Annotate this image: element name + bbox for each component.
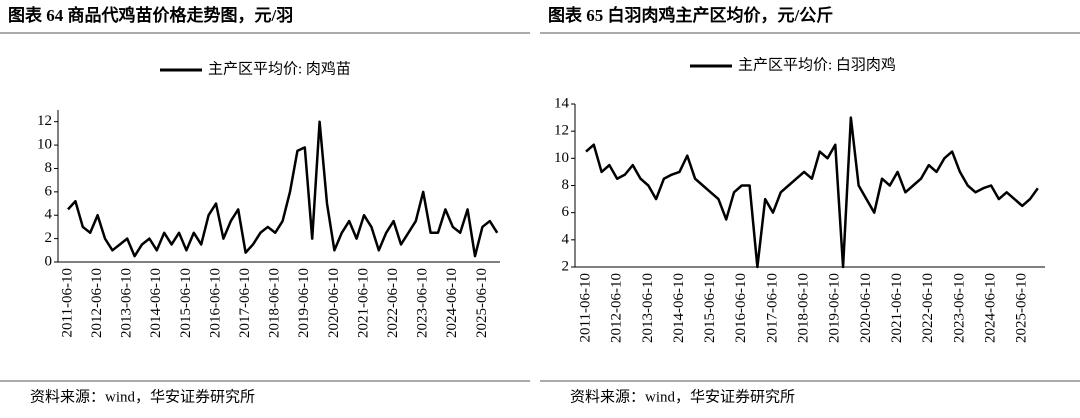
- x-tick-label: 2013-06-10: [640, 273, 656, 343]
- x-tick-label: 2014-06-10: [671, 273, 687, 343]
- x-tick-label: 2022-06-10: [920, 273, 936, 343]
- x-tick-label: 2016-06-10: [733, 273, 749, 343]
- y-tick-label: 10: [37, 137, 52, 153]
- x-tick-label: 2014-06-10: [148, 268, 164, 338]
- x-tick-label: 2024-06-10: [983, 273, 999, 343]
- y-tick-label: 6: [562, 204, 570, 220]
- x-tick-label: 2012-06-10: [89, 268, 105, 338]
- x-tick-label: 2019-06-10: [296, 268, 312, 338]
- x-tick-label: 2011-06-10: [59, 268, 75, 337]
- chart-title: 图表 64 商品代鸡苗价格走势图，元/羽: [8, 5, 293, 25]
- x-tick-label: 2025-06-10: [1014, 273, 1030, 343]
- y-tick-label: 10: [554, 150, 569, 166]
- y-tick-label: 8: [562, 177, 570, 193]
- chart-title: 图表 65 白羽肉鸡主产区均价，元/公斤: [548, 5, 833, 25]
- x-tick-label: 2016-06-10: [207, 268, 223, 338]
- x-tick-label: 2019-06-10: [827, 273, 843, 343]
- y-tick-label: 2: [45, 230, 53, 246]
- line-series: [585, 116, 1039, 269]
- y-tick-label: 2: [562, 258, 570, 274]
- x-tick-label: 2023-06-10: [415, 268, 431, 338]
- x-tick-label: 2017-06-10: [237, 268, 253, 338]
- y-tick-label: 12: [554, 123, 569, 139]
- x-tick-label: 2025-06-10: [474, 268, 490, 338]
- x-tick-label: 2020-06-10: [858, 273, 874, 343]
- x-tick-label: 2015-06-10: [702, 273, 718, 343]
- x-tick-label: 2021-06-10: [355, 268, 371, 338]
- source: 资料来源：wind，华安证券研究所: [570, 388, 795, 405]
- legend-label: 主产区平均价: 白羽肉鸡: [738, 56, 896, 73]
- x-tick-label: 2022-06-10: [385, 268, 401, 338]
- x-tick-label: 2012-06-10: [609, 273, 625, 343]
- x-tick-label: 2018-06-10: [796, 273, 812, 343]
- x-tick-label: 2023-06-10: [951, 273, 967, 343]
- y-tick-label: 8: [45, 160, 53, 176]
- x-tick-label: 2013-06-10: [119, 268, 135, 338]
- y-tick-label: 4: [562, 231, 570, 247]
- legend-label: 主产区平均价: 肉鸡苗: [208, 60, 351, 77]
- x-tick-label: 2024-06-10: [444, 268, 460, 338]
- y-tick-label: 6: [45, 183, 53, 199]
- line-series: [67, 120, 499, 258]
- y-tick-label: 0: [45, 253, 53, 269]
- y-tick-label: 4: [45, 207, 53, 223]
- x-tick-label: 2018-06-10: [267, 268, 283, 338]
- x-tick-label: 2011-06-10: [577, 273, 593, 342]
- x-tick-label: 2015-06-10: [178, 268, 194, 338]
- y-tick-label: 14: [554, 95, 570, 111]
- x-tick-label: 2021-06-10: [889, 273, 905, 343]
- x-tick-label: 2017-06-10: [764, 273, 780, 343]
- y-tick-label: 12: [37, 113, 52, 129]
- source: 资料来源：wind，华安证券研究所: [30, 388, 255, 405]
- x-tick-label: 2020-06-10: [326, 268, 342, 338]
